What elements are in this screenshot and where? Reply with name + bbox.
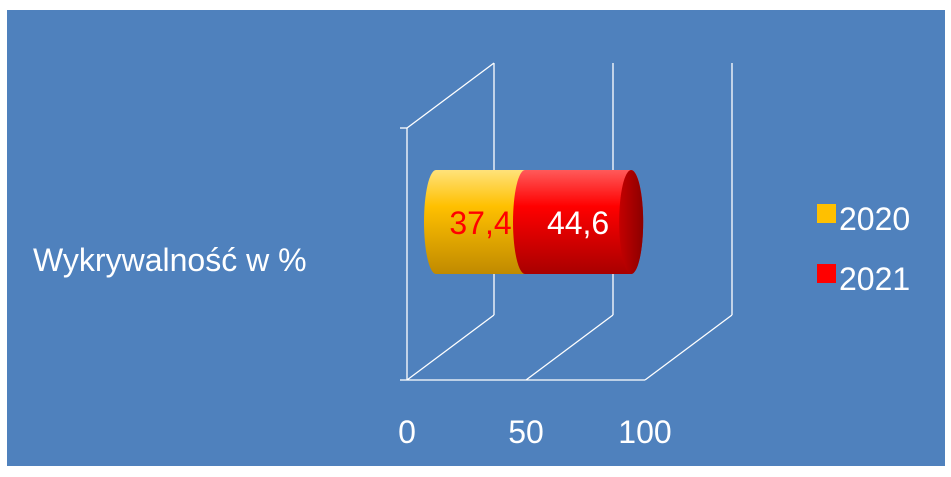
x-axis: 0 50 100 xyxy=(398,414,672,450)
x-tick-label-0: 0 xyxy=(398,414,416,450)
data-label-2020: 37,4 xyxy=(449,205,511,241)
x-tick-label-2: 100 xyxy=(618,414,671,450)
floor-diagonal-2 xyxy=(644,314,733,381)
data-label-2021: 44,6 xyxy=(547,205,609,241)
floor-diagonal-1 xyxy=(525,314,614,381)
legend-label-2021: 2021 xyxy=(839,261,910,297)
bar-2021-end-cap xyxy=(619,170,644,274)
legend-swatch-2021 xyxy=(817,264,836,283)
bars: 37,4 44,6 xyxy=(424,170,644,274)
legend-swatch-2020 xyxy=(817,204,836,223)
x-tick-label-1: 50 xyxy=(508,414,544,450)
bar-2020 xyxy=(424,170,538,274)
floor-diagonal-0 xyxy=(406,314,495,381)
legend: 2020 2021 xyxy=(817,201,910,297)
bar-2021 xyxy=(513,170,644,274)
left-wall-top-edge xyxy=(406,62,495,129)
category-label: Wykrywalność w % xyxy=(33,242,307,278)
legend-label-2020: 2020 xyxy=(839,201,910,237)
